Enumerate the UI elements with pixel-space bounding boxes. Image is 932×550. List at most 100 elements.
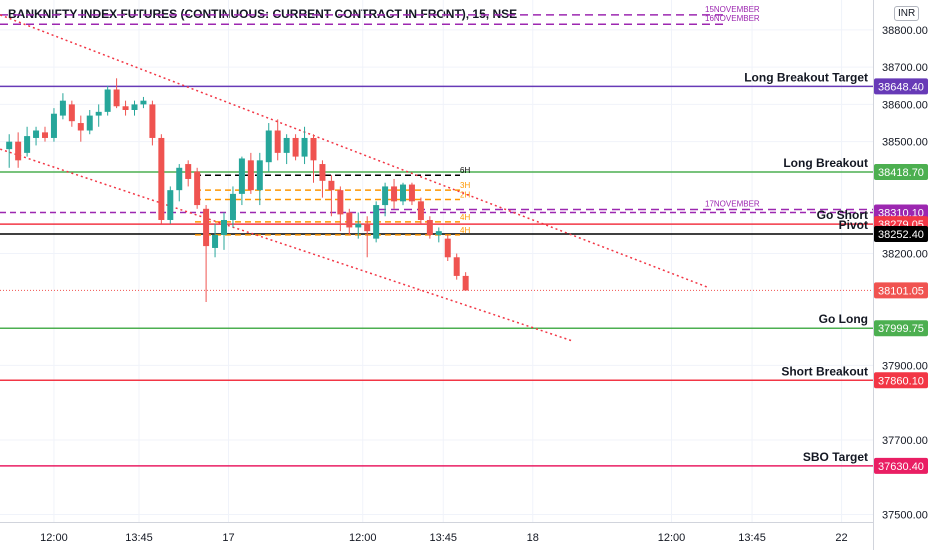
candle-body bbox=[444, 238, 451, 258]
candle bbox=[140, 96, 147, 109]
candle bbox=[292, 134, 299, 161]
candle bbox=[373, 201, 380, 243]
candle-body bbox=[265, 130, 272, 163]
candle bbox=[68, 100, 75, 127]
candle bbox=[274, 119, 281, 161]
candle-body bbox=[158, 137, 165, 220]
candle bbox=[444, 234, 451, 261]
level-label: Long Breakout Target bbox=[744, 70, 868, 84]
time-tick-label: 12:00 bbox=[349, 532, 377, 544]
candle-body bbox=[77, 123, 84, 131]
price-tick-label: 37700.00 bbox=[882, 435, 928, 447]
level-label: Go Long bbox=[819, 312, 868, 326]
candle-body bbox=[400, 184, 406, 202]
candle bbox=[158, 134, 165, 224]
candle bbox=[391, 178, 398, 209]
price-tag bbox=[874, 320, 928, 337]
chart-title: BANKNIFTY INDEX FUTURES (CONTINUOUS: CUR… bbox=[8, 7, 518, 21]
time-tick-label: 22 bbox=[835, 532, 847, 544]
price-tag bbox=[874, 78, 928, 95]
candle bbox=[59, 93, 66, 120]
price-tick-label: 37900.00 bbox=[882, 360, 928, 372]
price-tag bbox=[874, 457, 928, 474]
candle-body bbox=[355, 223, 362, 228]
price-tick-label: 38800.00 bbox=[882, 25, 928, 37]
candle-body bbox=[149, 104, 156, 138]
candle bbox=[131, 100, 138, 116]
candle bbox=[194, 167, 201, 209]
candle bbox=[310, 134, 317, 183]
time-tick-label: 17 bbox=[222, 532, 234, 544]
session-level-label: 4H bbox=[460, 226, 470, 235]
session-level-label: 3H bbox=[460, 181, 470, 190]
level-label: Go Short bbox=[817, 208, 868, 222]
trendline bbox=[0, 148, 574, 342]
candle-body bbox=[86, 115, 93, 131]
candle-body bbox=[212, 234, 219, 248]
candle bbox=[104, 85, 111, 116]
time-tick-label: 13:45 bbox=[738, 532, 766, 544]
candle bbox=[149, 100, 156, 146]
candle bbox=[328, 175, 335, 217]
candle bbox=[229, 186, 236, 228]
candle-body bbox=[221, 219, 227, 235]
candle bbox=[122, 100, 129, 116]
candle-body bbox=[435, 231, 442, 235]
price-tag-label: 38418.70 bbox=[878, 167, 924, 179]
candle bbox=[212, 223, 219, 258]
candle-body bbox=[408, 184, 415, 202]
candle bbox=[33, 126, 40, 146]
candle bbox=[400, 182, 406, 206]
date-level-label: 16NOVEMBER bbox=[705, 14, 760, 23]
candle bbox=[408, 182, 415, 206]
time-tick-label: 18 bbox=[527, 532, 539, 544]
date-level-label: 17NOVEMBER bbox=[705, 200, 760, 209]
candle-body bbox=[364, 223, 371, 232]
candle bbox=[6, 134, 13, 168]
price-tag-label: 38252.40 bbox=[878, 229, 924, 241]
candle-body bbox=[373, 205, 380, 239]
candle-body bbox=[453, 257, 460, 276]
time-tick-label: 12:00 bbox=[658, 532, 686, 544]
candle-body bbox=[292, 137, 299, 157]
candle-body bbox=[247, 160, 254, 191]
candle bbox=[50, 108, 57, 142]
price-tag bbox=[874, 226, 928, 243]
candle bbox=[95, 104, 102, 127]
candle-body bbox=[426, 219, 433, 235]
candle-body bbox=[42, 132, 48, 138]
candle-body bbox=[6, 141, 13, 150]
price-tag bbox=[874, 372, 928, 389]
candle bbox=[435, 227, 442, 243]
candle bbox=[113, 78, 120, 109]
candle-body bbox=[185, 164, 192, 179]
price-tick-label: 38500.00 bbox=[882, 137, 928, 149]
candle-body bbox=[24, 136, 31, 153]
session-level-label: 4H bbox=[460, 213, 470, 222]
level-label: Short Breakout bbox=[781, 364, 868, 378]
candle bbox=[203, 205, 210, 303]
candle-body bbox=[68, 104, 75, 122]
currency-badge[interactable]: INR bbox=[894, 6, 920, 21]
session-level-label: 2H bbox=[460, 190, 470, 199]
candle-body bbox=[167, 190, 174, 220]
candle-body bbox=[229, 193, 236, 220]
candle-body bbox=[203, 208, 210, 247]
candle-body bbox=[140, 100, 147, 105]
candle bbox=[221, 212, 227, 250]
candle-body bbox=[283, 137, 290, 153]
candle-body bbox=[176, 167, 183, 191]
price-tag-label: 38648.40 bbox=[878, 81, 924, 93]
candle-body bbox=[194, 171, 201, 206]
candle-body bbox=[328, 180, 335, 191]
candle bbox=[346, 208, 353, 235]
candle bbox=[319, 160, 326, 198]
time-tick-label: 12:00 bbox=[40, 532, 68, 544]
price-tag-label: 37860.10 bbox=[878, 375, 924, 387]
price-tag bbox=[874, 282, 928, 299]
candle-body bbox=[95, 111, 102, 116]
level-label: Pivot bbox=[839, 218, 868, 232]
candle-body bbox=[33, 130, 40, 138]
price-tag-label: 37630.40 bbox=[878, 461, 924, 473]
